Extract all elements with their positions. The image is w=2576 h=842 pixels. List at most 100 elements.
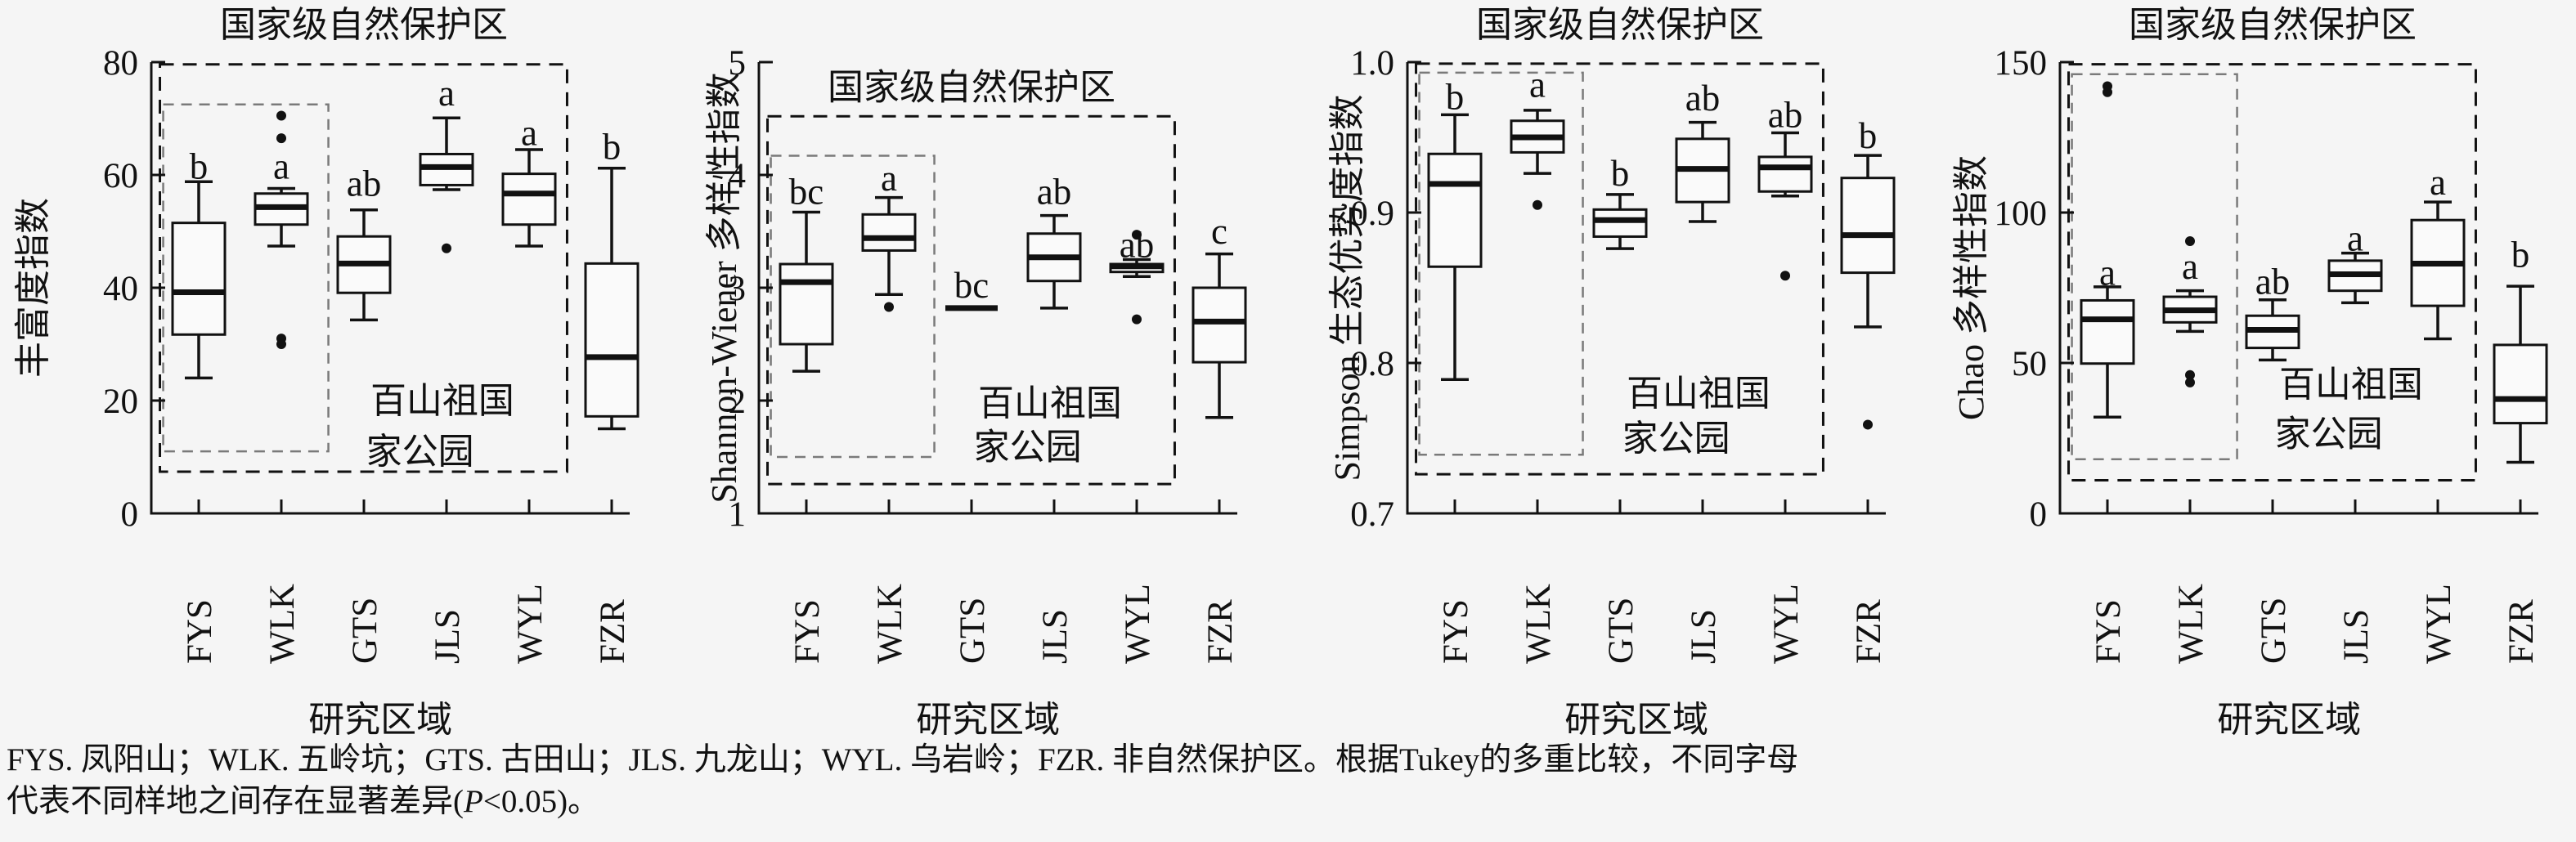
reserve-box-title: 国家级自然保护区 [1476, 5, 1764, 45]
category-label-JLS: JLS [2337, 609, 2376, 664]
park-label-line1: 百山祖国 [978, 383, 1122, 423]
category-label-FZR: FZR [1850, 599, 1888, 664]
iqr-box [779, 262, 834, 346]
box-FYS: a [2080, 81, 2135, 419]
category-label-FZR: FZR [594, 599, 632, 664]
park-label-line1: 百山祖国 [370, 381, 514, 421]
y-tick-label: 0.7 [1350, 495, 1394, 534]
iqr-box [2080, 298, 2135, 365]
category-label-GTS: GTS [2255, 598, 2293, 664]
category-label-JLS: JLS [1036, 609, 1075, 664]
category-label-WLK: WLK [871, 584, 909, 664]
y-tick-label: 0 [2030, 495, 2048, 534]
box-WLK: a [254, 110, 309, 349]
national-park-dashed-box [770, 155, 936, 459]
outlier-dot [884, 302, 894, 312]
outlier-dot [1863, 419, 1873, 430]
reserve-box-title: 国家级自然保护区 [220, 5, 508, 45]
category-label-FZR: FZR [2502, 599, 2541, 664]
box-WYL: a [2410, 162, 2466, 341]
x-axis-title: 研究区域 [1564, 700, 1708, 740]
box-GTS: bc [945, 265, 998, 311]
park-label-line1: 百山祖国 [2279, 365, 2423, 405]
outlier-dot [2103, 87, 2112, 97]
significance-letter: ab [2255, 262, 2290, 302]
y-tick-label: 0.8 [1350, 345, 1394, 383]
caption-line-2: 代表不同样地之间存在显著差异(P<0.05)。 [7, 784, 600, 819]
significance-letter: ab [1120, 225, 1154, 266]
iqr-box [584, 262, 640, 418]
significance-letter: b [603, 127, 622, 168]
y-tick-label: 1.0 [1350, 44, 1394, 83]
box-JLS: ab [1026, 172, 1082, 310]
significance-letter: b [1859, 115, 1878, 156]
iqr-box [171, 222, 227, 336]
outlier-dot [2185, 377, 2195, 387]
y-tick-label: 4 [729, 157, 747, 195]
iqr-box [1427, 152, 1483, 268]
category-label-FZR: FZR [1201, 599, 1240, 664]
box-FYS: bc [779, 172, 834, 373]
significance-letter: a [2430, 162, 2446, 203]
national-park-dashed-box [162, 103, 330, 453]
category-label-JLS: JLS [429, 609, 467, 664]
y-tick-label: 100 [1995, 195, 2048, 233]
y-tick-label: 3 [729, 270, 747, 308]
y-tick-label: 1 [729, 495, 747, 534]
significance-letter: b [1611, 153, 1630, 194]
significance-letter: a [2182, 246, 2198, 287]
iqr-box [501, 172, 557, 226]
significance-letter: a [2347, 217, 2363, 258]
significance-letter: a [881, 158, 897, 199]
y-tick-label: 0.9 [1350, 195, 1394, 233]
park-label-line2: 家公园 [1622, 419, 1730, 459]
box-GTS: ab [2245, 262, 2300, 362]
y-tick-label: 50 [2012, 345, 2047, 383]
category-label-WLK: WLK [2172, 584, 2210, 664]
category-label-WYL: WYL [1767, 584, 1806, 664]
category-label-JLS: JLS [1685, 609, 1723, 664]
reserve-box-title: 国家级自然保护区 [828, 67, 1115, 107]
significance-letter: bc [789, 172, 824, 213]
box-WYL: ab [1757, 94, 1813, 281]
box-FZR: b [584, 127, 640, 431]
y-axis-title: 丰富度指数 [13, 198, 53, 378]
category-label-WYL: WYL [1119, 584, 1157, 664]
significance-letter: b [2511, 235, 2530, 275]
iqr-box [1757, 155, 1813, 193]
significance-letter: ab [1037, 172, 1071, 213]
significance-letter: ab [347, 163, 381, 204]
iqr-box [1592, 208, 1648, 238]
significance-letter: b [190, 146, 209, 187]
box-FYS: b [1427, 76, 1483, 381]
x-axis-title: 研究区域 [2217, 700, 2361, 740]
significance-letter: c [1211, 211, 1227, 252]
significance-letter: a [521, 112, 537, 153]
x-axis-title: 研究区域 [308, 700, 452, 740]
outlier-dot [1533, 199, 1542, 210]
box-JLS: a [419, 73, 474, 253]
box-WLK: a [861, 158, 917, 312]
national-park-dashed-box [1418, 71, 1584, 456]
category-label-WYL: WYL [511, 584, 550, 664]
y-axis-title: Shannon-Wiener 多样性指数 [704, 72, 744, 503]
iqr-box [2493, 343, 2548, 425]
outlier-dot [2185, 369, 2195, 380]
outlier-dot [276, 133, 286, 144]
category-label-FYS: FYS [788, 599, 827, 664]
category-label-WLK: WLK [263, 584, 302, 664]
outlier-dot [1132, 230, 1142, 240]
box-FZR: c [1192, 211, 1247, 419]
category-label-GTS: GTS [1602, 598, 1640, 664]
national-reserve-dashed-box [159, 63, 568, 473]
outlier-dot [2185, 235, 2195, 246]
box-WYL: a [501, 112, 557, 248]
significance-letter: a [273, 146, 289, 187]
category-label-FYS: FYS [2089, 599, 2128, 664]
iqr-box [861, 213, 917, 252]
outlier-dot [1132, 314, 1142, 325]
